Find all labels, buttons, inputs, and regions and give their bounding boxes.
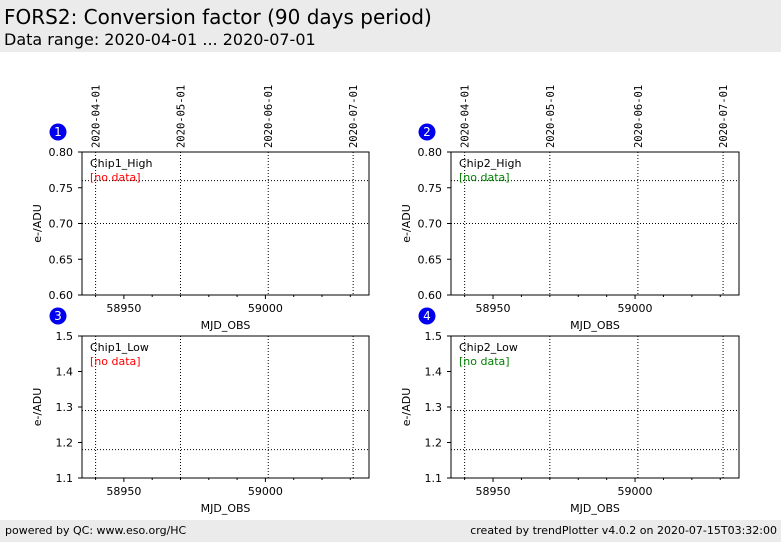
footer-powered-by: powered by QC: www.eso.org/HC [5, 524, 187, 537]
panel-3-xlabel: MJD_OBS [201, 502, 251, 515]
panel-2-ytick-label: 0.60 [418, 289, 443, 302]
panel-1-xlabel: MJD_OBS [201, 319, 251, 332]
panel-2-date-label: 2020-07-01 [718, 85, 730, 148]
panel-1-xtick-label: 59000 [248, 302, 283, 315]
panel-1-date-label: 2020-04-01 [91, 85, 103, 148]
panel-1-number-label: 1 [54, 125, 62, 139]
panel-4-ytick-label: 1.5 [425, 330, 443, 343]
panel-4-ytick-label: 1.2 [425, 437, 443, 450]
panel-1-ytick-label: 0.80 [49, 146, 74, 159]
panel-4-ytick-label: 1.1 [425, 472, 443, 485]
panel-3-ytick-label: 1.5 [56, 330, 74, 343]
panel-1-date-label: 2020-07-01 [348, 85, 360, 148]
panel-4-ylabel: e-/ADU [400, 388, 413, 427]
panel-4-ytick-label: 1.4 [425, 366, 443, 379]
panel-4-xlabel: MJD_OBS [570, 502, 620, 515]
panel-2-date-label: 2020-05-01 [545, 85, 557, 148]
panel-1-date-label: 2020-06-01 [263, 85, 275, 148]
panel-1-ytick-label: 0.70 [49, 218, 74, 231]
panel-2-number-label: 2 [423, 125, 431, 139]
panel-2-ytick-label: 0.70 [418, 218, 443, 231]
footer-bar: powered by QC: www.eso.org/HC created by… [0, 520, 781, 542]
panel-1-ytick-label: 0.65 [49, 253, 74, 266]
panel-1-series-label: Chip1_High [90, 157, 152, 170]
panel-4-xtick-label: 59000 [618, 485, 653, 498]
panel-2-xtick-label: 59000 [618, 302, 653, 315]
panel-3-ylabel: e-/ADU [31, 388, 44, 427]
footer-created-by: created by trendPlotter v4.0.2 on 2020-0… [470, 524, 777, 537]
panel-3-ytick-label: 1.4 [56, 366, 74, 379]
panel-2-ylabel: e-/ADU [400, 204, 413, 243]
panel-1-ytick-label: 0.75 [49, 182, 74, 195]
header-bar: FORS2: Conversion factor (90 days period… [0, 0, 782, 52]
panel-2-ytick-label: 0.65 [418, 253, 443, 266]
panel-4-series-label: Chip2_Low [459, 341, 518, 354]
data-range-subtitle: Data range: 2020-04-01 ... 2020-07-01 [4, 30, 316, 49]
panel-4-no-data-note: [no data] [459, 355, 510, 368]
panel-3-series-label: Chip1_Low [90, 341, 149, 354]
panel-3-ytick-label: 1.2 [56, 437, 74, 450]
panel-1-no-data-note: [no data] [90, 171, 141, 184]
panel-3-xtick-label: 59000 [248, 485, 283, 498]
page-title: FORS2: Conversion factor (90 days period… [4, 5, 432, 29]
panel-2-series-label: Chip2_High [459, 157, 521, 170]
panel-4-number-label: 4 [423, 309, 431, 323]
panel-2-date-label: 2020-04-01 [460, 85, 472, 148]
panel-4-number-badge [418, 307, 436, 325]
panel-3-number-badge [49, 307, 67, 325]
panel-4-xtick-label: 58950 [476, 485, 511, 498]
panel-1-ytick-label: 0.60 [49, 289, 74, 302]
panel-2-xlabel: MJD_OBS [570, 319, 620, 332]
panel-3-ytick-label: 1.1 [56, 472, 74, 485]
panel-2-number-badge [418, 123, 436, 141]
panel-2-xtick-label: 58950 [476, 302, 511, 315]
panel-1-number-badge [49, 123, 67, 141]
panel-3-no-data-note: [no data] [90, 355, 141, 368]
panel-2-ytick-label: 0.80 [418, 146, 443, 159]
panel-2-date-label: 2020-06-01 [633, 85, 645, 148]
panel-3-ytick-label: 1.3 [56, 401, 74, 414]
panel-1-xtick-label: 58950 [106, 302, 141, 315]
panel-3-number-label: 3 [54, 309, 62, 323]
panel-2-no-data-note: [no data] [459, 171, 510, 184]
panel-1-ylabel: e-/ADU [31, 204, 44, 243]
panel-2-ytick-label: 0.75 [418, 182, 443, 195]
panel-4-ytick-label: 1.3 [425, 401, 443, 414]
panel-1-date-label: 2020-05-01 [175, 85, 187, 148]
panel-3-xtick-label: 58950 [106, 485, 141, 498]
